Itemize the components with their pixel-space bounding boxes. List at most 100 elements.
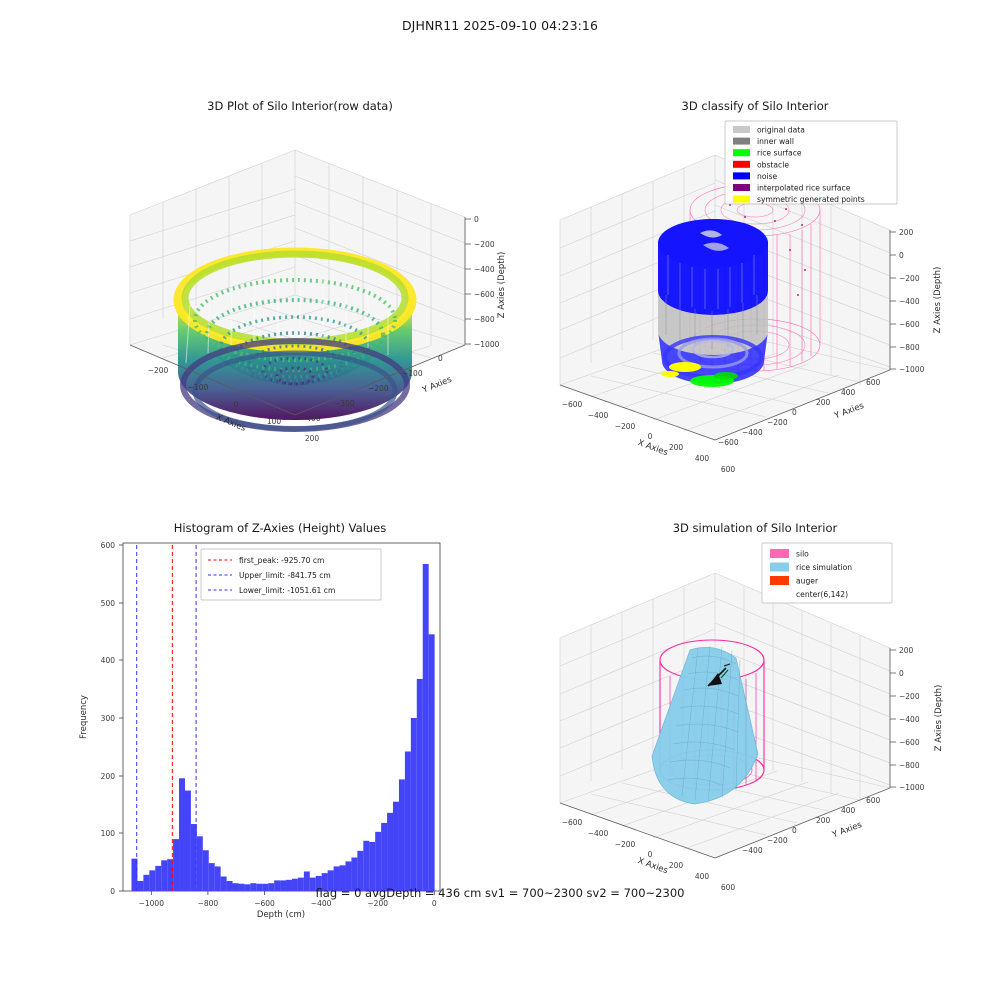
svg-text:−600: −600 (899, 738, 920, 747)
svg-text:200: 200 (816, 398, 831, 407)
histogram-bar (398, 779, 405, 891)
legend-item[interactable]: obstacle (733, 160, 789, 169)
legend-item[interactable]: interpolated rice surface (733, 184, 851, 193)
svg-text:−600: −600 (899, 320, 920, 329)
histogram-bar (369, 841, 376, 891)
z-axis-raw: 0 −200 −400 −600 −800 −1000 Z Axies (Dep… (464, 215, 507, 349)
svg-text:400: 400 (695, 454, 710, 463)
z-axis-classify: 200 0 −200 −400 −600 −800 −1000 Z Axies … (889, 228, 943, 374)
legend-item[interactable]: first_peak: -925.70 cm (208, 556, 324, 565)
legend-item[interactable]: rice simulation (770, 562, 852, 573)
plot-histogram[interactable]: 0 100 200 300 400 500 600 Frequency −100… (60, 518, 520, 920)
legend-item[interactable]: inner wall (733, 137, 794, 146)
histogram-bar (173, 839, 180, 891)
svg-text:0: 0 (899, 669, 904, 678)
rice-surface-points (690, 372, 738, 387)
rice-simulation-mesh (651, 645, 759, 805)
histogram-bar (214, 866, 221, 891)
y-axis-histogram: 0 100 200 300 400 500 600 (101, 541, 123, 896)
histogram-bar (202, 850, 209, 891)
legend-item[interactable]: rice surface (733, 149, 802, 158)
histogram-bar (226, 880, 233, 891)
histogram-bar (351, 857, 358, 891)
histogram-bar (280, 880, 287, 891)
histogram-bar (131, 858, 138, 891)
svg-text:200: 200 (669, 861, 684, 870)
svg-text:600: 600 (101, 541, 116, 550)
histogram-bar (262, 883, 269, 891)
svg-text:−400: −400 (742, 846, 763, 855)
svg-text:−200: −200 (899, 692, 920, 701)
svg-text:−400: −400 (588, 411, 609, 420)
histogram-bar (363, 840, 370, 891)
histogram-bar (297, 877, 304, 891)
legend-item[interactable]: Upper_limit: -841.75 cm (208, 571, 331, 580)
legend-item[interactable]: original data (733, 126, 805, 135)
xlabel-histogram: Depth (cm) (257, 910, 305, 920)
legend-item[interactable]: symmetric generated points (733, 195, 865, 204)
figure-suptitle: DJHNR11 2025-09-10 04:23:16 (401, 18, 599, 33)
legend-label: symmetric generated points (757, 195, 865, 204)
svg-text:400: 400 (695, 872, 710, 881)
svg-text:−100: −100 (402, 369, 423, 378)
histogram-bar (167, 859, 174, 891)
histogram-bar (137, 880, 144, 891)
svg-text:−400: −400 (300, 414, 321, 423)
histogram-bar (416, 678, 423, 891)
auger-arrow (707, 663, 731, 687)
legend-item[interactable]: silo (770, 549, 809, 559)
histogram-bar (327, 870, 334, 891)
svg-text:−200: −200 (767, 418, 788, 427)
panel-3d-simulation: 3D simulation of Silo Interior (540, 518, 970, 892)
histogram-bar (179, 778, 185, 891)
svg-text:0: 0 (110, 887, 115, 896)
histogram-bar (357, 850, 364, 891)
legend-histogram[interactable]: first_peak: -925.70 cm Upper_limit: -841… (200, 548, 382, 601)
svg-text:−400: −400 (311, 899, 332, 908)
legend-label: noise (757, 172, 778, 181)
histogram-bar (268, 883, 275, 891)
histogram-bar (196, 836, 203, 891)
histogram-bar (149, 870, 156, 891)
svg-text:−1000: −1000 (899, 365, 925, 374)
svg-text:−800: −800 (474, 315, 495, 324)
svg-text:200: 200 (899, 228, 914, 237)
histogram-bar (220, 876, 227, 891)
legend-item[interactable]: Lower_limit: -1051.61 cm (208, 586, 335, 595)
histogram-bar (410, 718, 417, 891)
svg-text:600: 600 (866, 378, 881, 387)
legend-simulation[interactable]: silo rice simulation auger center(6,142) (761, 542, 893, 604)
histogram-bar (155, 865, 162, 891)
svg-text:0: 0 (234, 400, 239, 409)
legend-label: inner wall (757, 137, 794, 146)
legend-item: center(6,142) (796, 590, 848, 599)
svg-text:−600: −600 (718, 438, 739, 447)
svg-text:200: 200 (899, 646, 914, 655)
svg-text:−600: −600 (474, 290, 495, 299)
histogram-bar (387, 812, 394, 891)
histogram-threshold-lines (136, 545, 197, 891)
svg-text:0: 0 (648, 850, 653, 859)
histogram-bar (345, 861, 352, 891)
legend-label: Lower_limit: -1051.61 cm (239, 586, 335, 595)
histogram-bar (339, 865, 346, 891)
legend-item[interactable]: noise (733, 172, 778, 181)
plot-3d-classify[interactable]: 200 0 −200 −400 −600 −800 −1000 Z Axies … (540, 95, 970, 475)
xlabel-raw: X Axies (214, 412, 247, 434)
svg-text:−1000: −1000 (139, 899, 165, 908)
xlabel-sim: X Axies (636, 856, 669, 876)
plot-3d-simulation[interactable]: 200 0 −200 −400 −600 −800 −1000 Z Axies … (540, 518, 970, 892)
svg-text:−200: −200 (615, 840, 636, 849)
svg-text:−800: −800 (899, 761, 920, 770)
zlabel-raw: Z Axies (Depth) (497, 252, 507, 319)
legend-classify[interactable]: original data inner wall rice surface ob… (724, 120, 898, 205)
panel-title-simulation-3d: 3D simulation of Silo Interior (672, 521, 838, 535)
histogram-bar (404, 751, 411, 891)
svg-text:400: 400 (841, 806, 856, 815)
histogram-bar (309, 877, 316, 891)
plot-3d-raw[interactable]: 0 −200 −400 −600 −800 −1000 Z Axies (Dep… (90, 95, 510, 475)
legend-item[interactable]: auger (770, 576, 819, 586)
svg-text:200: 200 (305, 434, 320, 443)
zlabel-sim: Z Axies (Depth) (934, 685, 944, 752)
